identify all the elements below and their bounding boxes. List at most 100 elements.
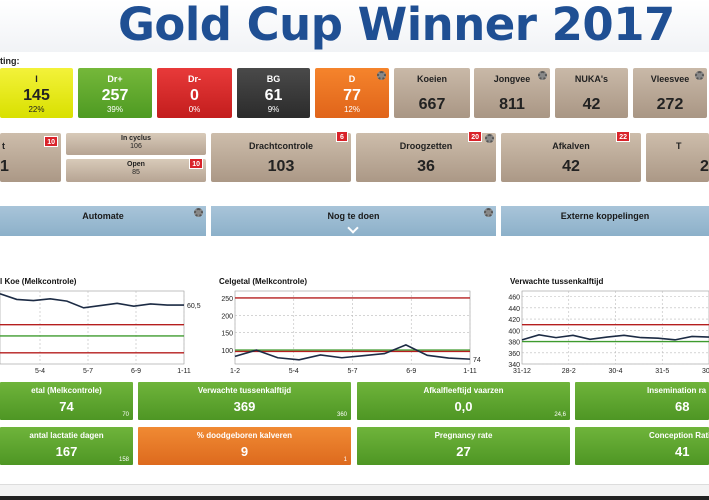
taskbar [0,496,709,500]
kpi-label: Conception Rati [649,431,709,440]
y-tick-label: 360 [508,351,520,358]
tile-label: I [35,74,38,84]
chart2-title: Celgetal (Melkcontrole) [219,277,308,286]
chevron-down-icon[interactable] [346,222,359,234]
tile-value: 0 [190,87,199,104]
x-tick-label: 30-4 [608,368,622,375]
tile-label: Drachtcontrole [248,141,313,151]
tile-label: Dr- [188,74,201,84]
y-tick-label: 380 [508,340,520,347]
tile-label: BG [266,74,281,84]
y-tick-label: 460 [508,295,520,302]
bottom-strip [0,484,709,500]
tile-label: D [348,74,356,84]
tile-droogzetten[interactable]: Droogzetten 36 20 [356,131,496,182]
tile-value: 103 [267,158,295,175]
kpi-label: Verwachte tussenkalftijd [197,386,292,395]
kpi-insemination-rate[interactable]: Insemination ra 68 [575,382,709,420]
kpi-lactatie-dagen[interactable]: antal lactatie dagen 167 158 [0,427,133,465]
externe-koppelingen-label: Externe koppelingen [560,211,650,221]
tile-value: 77 [343,87,361,104]
tile-value: 667 [418,96,446,113]
kpi-label: etal (Melkcontrole) [31,386,102,395]
x-tick-label: 5-4 [289,368,299,375]
y-tick-label: 150 [221,331,233,338]
section-label: ting: [0,56,20,66]
kpi-target: 70 [122,412,129,418]
chart1-title: l Koe (Melkcontrole) [0,277,77,286]
tile-label: t [2,141,5,151]
tile-vleesvee[interactable]: Vleesvee 272 [633,68,707,118]
kpi-label: Insemination ra [647,386,707,395]
tile-value: 811 [499,96,525,113]
tile-label: Afkalven [552,141,590,151]
chart2: 100 150 200 250 1-2 5-4 5-7 6-9 1-11 74 [221,290,481,375]
externe-koppelingen-bar[interactable]: Externe koppelingen [501,206,709,236]
tile-value: 257 [101,87,129,104]
chart3: 340 360 380 400 420 440 460 31-12 28-2 30-4 31-5 30… [508,290,709,375]
gear-icon[interactable] [377,71,386,80]
tile-value: 42 [562,158,580,175]
gear-icon[interactable] [695,71,704,80]
tile-d[interactable]: D 77 12% [315,68,389,118]
gear-icon[interactable] [484,208,493,217]
nog-te-doen-label: Nog te doen [327,211,380,221]
tile-value: 106 [130,143,142,150]
kpi-label: Afkalfleeftijd vaarzen [423,386,504,395]
tile-label: NUKA's [574,74,609,84]
y-tick-label: 400 [508,328,520,335]
tile-value: 2 [700,158,709,175]
tile-koeien[interactable]: Koeien 667 [394,68,470,118]
tile-label: Droogzetten [399,141,453,151]
y-tick-label: 100 [221,348,233,355]
tile-nukas[interactable]: NUKA's 42 [555,68,628,118]
tile-partial-left[interactable]: t 1 10 [0,133,61,182]
x-tick-label: 5-7 [347,368,357,375]
kpi-value: 9 [240,444,249,459]
tile-jongvee[interactable]: Jongvee 811 [474,68,550,118]
tile-bg[interactable]: BG 61 9% [237,68,310,118]
kpi-doodgeboren[interactable]: % doodgeboren kalveren 9 1 [138,427,351,465]
tile-label: In cyclus [121,135,151,142]
tile-value: 85 [132,169,140,176]
x-tick-label: 5-7 [83,368,93,375]
tile-afkalven[interactable]: Afkalven 42 22 [501,131,641,182]
tile-dr-minus[interactable]: Dr- 0 0% [157,68,232,118]
kpi-pregnancy-rate[interactable]: Pregnancy rate 27 [357,427,570,465]
tile-value: 61 [264,87,283,104]
series-line [234,344,471,361]
tile-drachtcontrole[interactable]: Drachtcontrole 103 6 [211,131,351,182]
tile-dr-plus[interactable]: Dr+ 257 39% [78,68,152,118]
tile-in-cyclus[interactable]: In cyclus 106 [66,133,206,155]
tile-percent: 9% [267,105,280,114]
gear-icon[interactable] [538,71,547,80]
notification-badge: 20 [468,131,482,142]
tile-i[interactable]: I 145 22% [0,68,73,118]
y-tick-label: 250 [221,296,233,303]
x-tick-label: 31-5 [655,368,669,375]
automate-bar[interactable]: Automate [0,206,206,236]
gear-icon[interactable] [194,208,203,217]
kpi-afkalfleeftijd[interactable]: Afkalfleeftijd vaarzen 0,0 24,6 [357,382,570,420]
tile-label: Open [127,161,145,168]
x-tick-label: 6-9 [406,368,416,375]
kpi-conception-rate[interactable]: Conception Rati 41 [575,427,709,465]
kpi-tussenkalftijd[interactable]: Verwachte tussenkalftijd 369 360 [138,382,351,420]
tile-partial-right[interactable]: T 2 [646,133,709,182]
banner-title: Gold Cup Winner 2017 [118,0,675,51]
tile-percent: 39% [106,105,123,114]
series-line [0,293,184,309]
x-tick-label: 31-12 [513,368,531,375]
x-tick-label: 1-2 [230,368,240,375]
x-tick-label: 1-11 [463,368,477,375]
nog-te-doen-bar[interactable]: Nog te doen [211,206,496,236]
tile-open[interactable]: Open 85 10 [66,158,206,182]
tile-value: 42 [582,96,601,113]
kpi-target: 158 [118,457,129,463]
kpi-target: 360 [336,412,347,418]
tile-value: 145 [23,87,50,104]
tile-label: Jongvee [493,74,531,84]
gear-icon[interactable] [485,134,494,143]
kpi-celgetal[interactable]: etal (Melkcontrole) 74 70 [0,382,133,420]
notification-badge: 10 [189,158,203,169]
